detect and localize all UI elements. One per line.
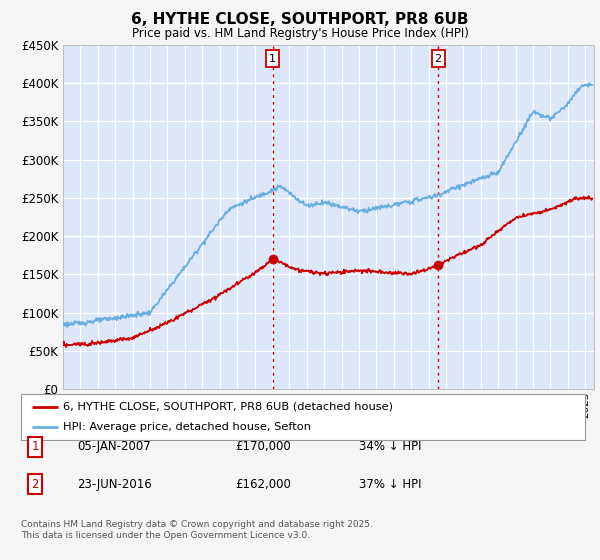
Text: 37% ↓ HPI: 37% ↓ HPI (359, 478, 422, 491)
Text: 1: 1 (31, 440, 39, 453)
Text: 6, HYTHE CLOSE, SOUTHPORT, PR8 6UB: 6, HYTHE CLOSE, SOUTHPORT, PR8 6UB (131, 12, 469, 27)
Text: Price paid vs. HM Land Registry's House Price Index (HPI): Price paid vs. HM Land Registry's House … (131, 27, 469, 40)
Text: 05-JAN-2007: 05-JAN-2007 (77, 440, 151, 453)
Text: £170,000: £170,000 (235, 440, 291, 453)
Text: 2: 2 (31, 478, 39, 491)
Text: 6, HYTHE CLOSE, SOUTHPORT, PR8 6UB (detached house): 6, HYTHE CLOSE, SOUTHPORT, PR8 6UB (deta… (64, 402, 394, 412)
Text: 2: 2 (434, 54, 442, 64)
Text: 1: 1 (269, 54, 276, 64)
Text: Contains HM Land Registry data © Crown copyright and database right 2025.
This d: Contains HM Land Registry data © Crown c… (21, 520, 373, 540)
Text: £162,000: £162,000 (235, 478, 291, 491)
Text: 34% ↓ HPI: 34% ↓ HPI (359, 440, 422, 453)
Text: HPI: Average price, detached house, Sefton: HPI: Average price, detached house, Seft… (64, 422, 311, 432)
Text: 23-JUN-2016: 23-JUN-2016 (77, 478, 152, 491)
